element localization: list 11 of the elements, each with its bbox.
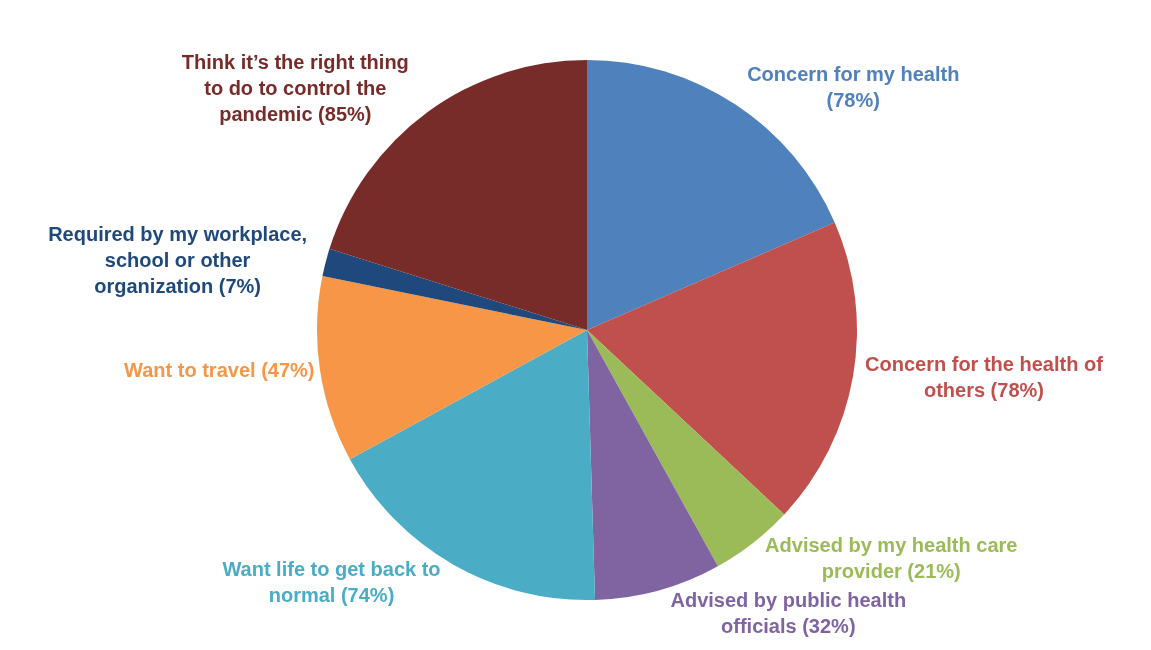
slice-label: Advised by public health officials (32%) xyxy=(670,588,907,637)
slice-label: Required by my workplace, school or other organization (7%) xyxy=(48,223,308,298)
slice-label: Want to travel (47%) xyxy=(124,359,315,382)
slice-label: Concern for my health xyxy=(747,63,960,86)
slice-label: Want life to get back to normal (74%) xyxy=(222,558,441,607)
pie-slice xyxy=(317,276,587,460)
slice-label: Concern for the health of others (78%) xyxy=(865,352,1104,401)
pie-slice xyxy=(587,222,857,515)
slice-label: Think it’s the right thing to do to control the pandemic (85%) xyxy=(181,51,409,126)
slice-label: Advised by my health care provider (21%) xyxy=(765,533,1018,582)
data-label: (78%) xyxy=(826,89,880,112)
